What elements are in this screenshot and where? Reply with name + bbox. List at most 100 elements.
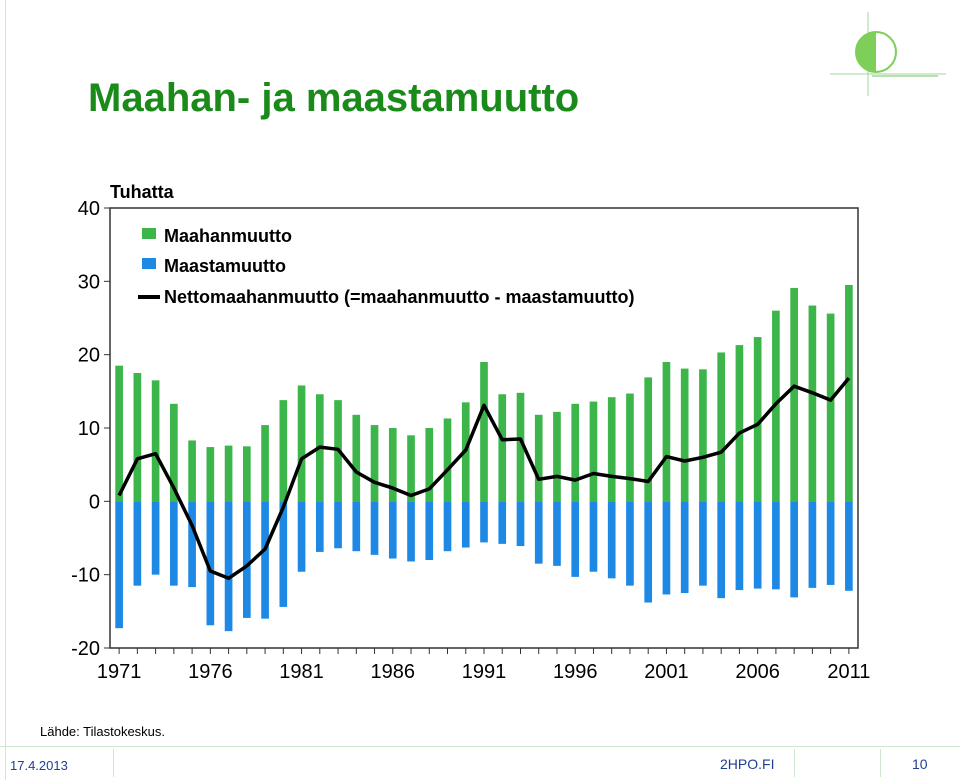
legend-swatch-emigration	[142, 258, 156, 269]
left-border-line	[5, 0, 6, 780]
page-title: Maahan- ja maastamuutto	[88, 76, 580, 120]
immigration-bar	[425, 428, 434, 502]
immigration-bar	[443, 418, 452, 502]
emigration-bar	[498, 501, 507, 544]
emigration-bar	[480, 501, 488, 543]
emigration-bar	[589, 501, 598, 572]
emigration-bar	[717, 501, 726, 599]
immigration-bar	[151, 380, 160, 502]
immigration-bar	[188, 440, 196, 502]
immigration-bar	[297, 385, 306, 502]
immigration-bar	[352, 414, 361, 502]
immigration-bar	[242, 446, 251, 502]
footer-site-link[interactable]: 2HPO.FI	[720, 756, 775, 772]
immigration-bar	[388, 428, 397, 502]
legend: Maahanmuutto Maastamuutto Nettomaahanmuu…	[138, 226, 635, 307]
emigration-bar	[425, 501, 434, 560]
immigration-bar	[845, 285, 853, 502]
emigration-bar	[680, 501, 689, 593]
y-tick-label: -10	[71, 565, 100, 587]
y-tick-label: 40	[78, 198, 100, 220]
y-tick-label: 20	[78, 345, 100, 367]
footer-date: 17.4.2013	[10, 758, 68, 773]
y-tick-label: 30	[78, 271, 100, 293]
x-tick-label: 2006	[735, 661, 780, 683]
legend-label-emigration: Maastamuutto	[164, 256, 286, 276]
footer-separator	[794, 749, 795, 777]
x-tick-label: 1996	[553, 661, 598, 683]
footer-divider	[0, 746, 960, 747]
legend-label-immigration: Maahanmuutto	[164, 226, 292, 246]
emigration-bar	[115, 501, 123, 629]
immigration-bar	[407, 435, 415, 502]
emigration-bar	[261, 501, 269, 619]
migration-chart: Tuhatta 40 30 20 10 0 -10 -20 1971 1976 1981 1986…	[71, 182, 870, 683]
emigration-bar	[352, 501, 361, 552]
y-tick-label: 0	[89, 491, 100, 513]
x-tick-label: 2001	[644, 661, 689, 683]
immigration-bar	[607, 397, 616, 502]
x-tick-label: 2011	[827, 661, 870, 683]
y-tick-label: 10	[78, 418, 100, 440]
emigration-bar	[644, 501, 653, 603]
legend-swatch-immigration	[142, 228, 156, 239]
source-note: Lähde: Tilastokeskus.	[40, 724, 166, 739]
immigration-bar	[534, 414, 543, 502]
emigration-bar	[571, 501, 580, 577]
footer-separator	[880, 749, 881, 777]
immigration-bar	[279, 400, 288, 502]
emigration-bar	[553, 501, 561, 566]
emigration-bar	[808, 501, 817, 588]
emigration-bar	[461, 501, 470, 548]
immigration-bar	[133, 373, 142, 502]
y-tick-label: -20	[71, 638, 100, 660]
x-tick-label: 1991	[462, 661, 507, 683]
immigration-bar	[626, 393, 634, 502]
immigration-bar	[261, 425, 269, 502]
immigration-bar	[498, 394, 507, 502]
logo-icon	[830, 12, 946, 96]
emigration-bar	[826, 501, 835, 585]
immigration-bar	[571, 403, 580, 502]
emigration-bar	[170, 501, 178, 586]
immigration-bar	[753, 337, 762, 502]
immigration-bar	[735, 345, 744, 502]
immigration-bar	[662, 362, 671, 502]
immigration-bar	[644, 377, 653, 502]
immigration-bar	[224, 445, 233, 502]
emigration-bar	[370, 501, 379, 555]
immigration-bar	[480, 362, 488, 502]
page-number: 10	[912, 756, 928, 772]
x-tick-label: 1976	[188, 661, 233, 683]
immigration-bar	[553, 411, 561, 502]
emigration-bar	[224, 501, 233, 632]
immigration-bar	[790, 287, 798, 502]
immigration-bar	[699, 369, 707, 502]
x-tick-label: 1981	[279, 661, 324, 683]
immigration-bar	[370, 425, 379, 502]
immigration-bar	[170, 403, 178, 502]
emigration-bar	[790, 501, 798, 598]
legend-label-net: Nettomaahanmuutto (=maahanmuutto - maast…	[164, 287, 635, 307]
emigration-bar	[315, 501, 324, 552]
immigration-bar	[206, 447, 215, 502]
emigration-bar	[735, 501, 744, 591]
emigration-bar	[297, 501, 306, 572]
emigration-bar	[534, 501, 543, 564]
immigration-bar	[826, 313, 835, 502]
emigration-bar	[407, 501, 415, 562]
immigration-bar	[680, 368, 689, 502]
emigration-bar	[516, 501, 525, 547]
emigration-bar	[206, 501, 215, 626]
plot-frame	[109, 207, 859, 649]
emigration-bar	[607, 501, 616, 579]
immigration-bar	[589, 401, 598, 502]
emigration-bar	[334, 501, 342, 549]
x-tick-label: 1971	[97, 661, 142, 683]
emigration-bar	[772, 501, 780, 590]
immigration-bar	[115, 365, 123, 502]
emigration-bar	[699, 501, 707, 586]
immigration-bar	[717, 352, 726, 502]
emigration-bar	[443, 501, 452, 552]
emigration-bar	[133, 501, 142, 586]
